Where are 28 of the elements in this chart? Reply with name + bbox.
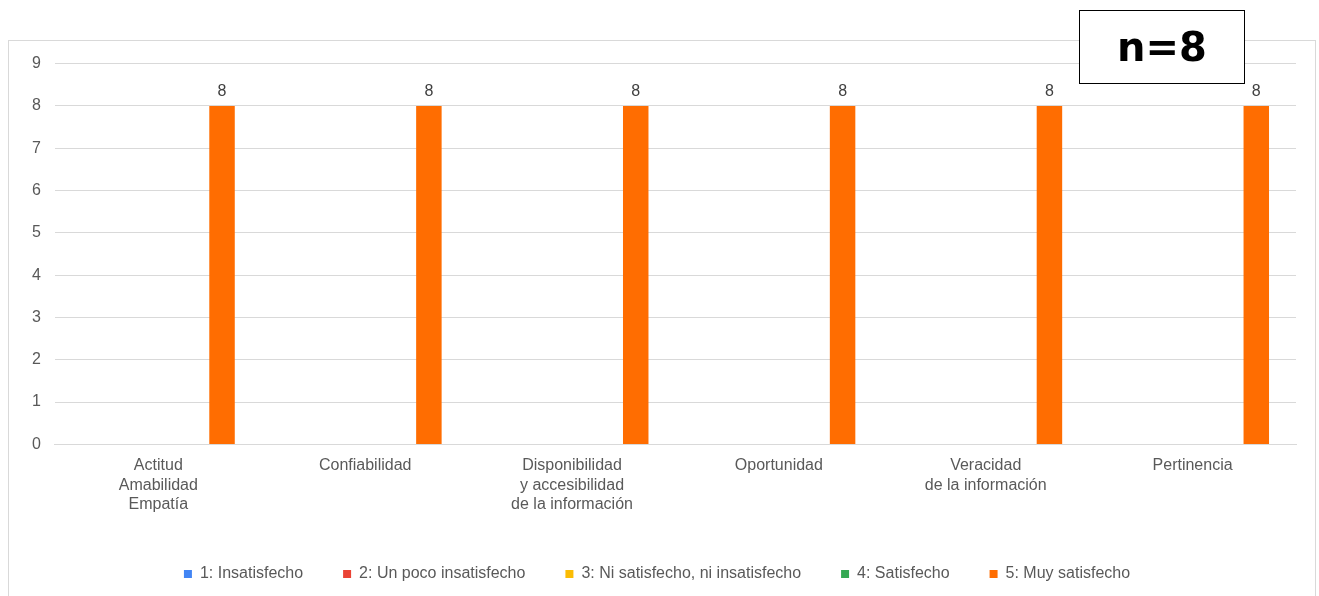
x-tick-label: Actitud Amabilidad Empatía	[118, 456, 198, 512]
x-tick-label: Oportunidad	[734, 456, 823, 474]
y-tick-label: 0	[31, 434, 41, 452]
y-tick-label: 1	[31, 392, 41, 410]
y-tick-label: 2	[31, 350, 41, 368]
data-label: 8	[838, 82, 848, 100]
data-label: 8	[217, 82, 227, 100]
data-label: 8	[1251, 82, 1261, 100]
legend-label: 2: Un poco insatisfecho	[359, 564, 526, 582]
y-tick-label: 7	[31, 138, 41, 156]
data-label: 8	[1044, 82, 1054, 100]
legend-label: 4: Satisfecho	[857, 564, 950, 582]
annotation: n=8	[1079, 10, 1245, 84]
y-tick-label: 5	[31, 223, 41, 241]
legend-label: 1: Insatisfecho	[199, 564, 304, 582]
y-tick-label: 3	[31, 307, 41, 325]
y-tick-label: 8	[31, 96, 41, 114]
data-label: 8	[631, 82, 641, 100]
data-label: 8	[424, 82, 434, 100]
y-tick-label: 4	[31, 265, 41, 283]
y-tick-label: 6	[31, 180, 41, 198]
x-tick-label: Confiabilidad	[318, 456, 412, 474]
y-tick-label: 9	[31, 54, 41, 72]
legend-label: 3: Ni satisfecho, ni insatisfecho	[581, 564, 802, 582]
x-tick-label: Disponibilidad y accesibilidad de la información	[511, 456, 633, 512]
x-tick-label: Pertinencia	[1152, 456, 1233, 474]
legend-label: 5: Muy satisfecho	[1005, 564, 1131, 582]
x-tick-label: Veracidad de la información	[924, 456, 1047, 493]
